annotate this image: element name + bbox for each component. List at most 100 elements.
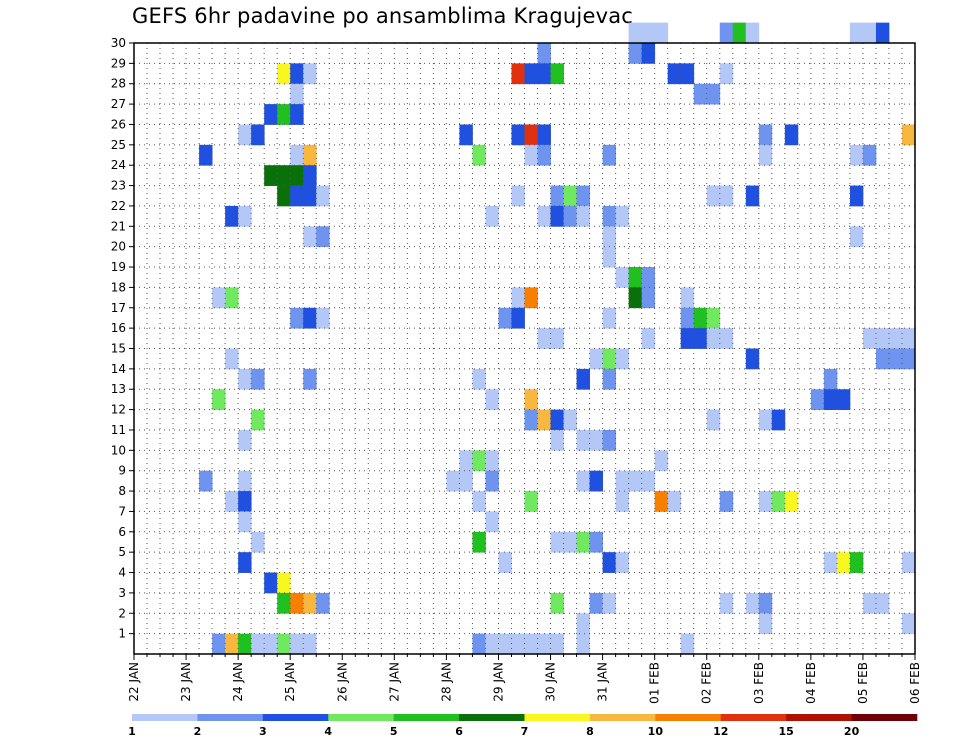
heatmap-cell	[589, 470, 603, 492]
heatmap-cell	[654, 22, 669, 44]
heatmap-cell	[550, 409, 564, 431]
heatmap-cell	[563, 205, 577, 227]
heatmap-cell	[251, 409, 265, 431]
legend-label: 2	[194, 725, 202, 738]
heatmap-cell	[303, 368, 317, 390]
heatmap-cell	[901, 348, 916, 370]
heatmap-cell	[290, 144, 304, 166]
heatmap-cell	[849, 552, 864, 573]
x-tick-label: 29 JAN	[491, 662, 505, 702]
heatmap-cell	[823, 368, 838, 390]
heatmap-cell	[693, 307, 708, 329]
heatmap-cell	[602, 246, 617, 268]
heatmap-cell	[862, 328, 877, 349]
heatmap-cell	[680, 307, 695, 329]
heatmap-cell	[550, 185, 564, 207]
heatmap-cell	[537, 124, 551, 146]
legend-swatch	[589, 714, 656, 721]
heatmap-cell	[875, 328, 890, 349]
heatmap-cell	[602, 552, 617, 573]
legend-swatch	[655, 714, 722, 721]
x-tick-label: 03 FEB	[752, 662, 766, 704]
y-tick-label: 20	[111, 240, 126, 254]
heatmap-cell	[719, 63, 734, 85]
heatmap-cell	[667, 491, 682, 512]
y-tick-label: 27	[111, 97, 126, 111]
heatmap-cell	[238, 429, 252, 451]
heatmap-cell	[472, 531, 486, 553]
heatmap-cell	[277, 572, 291, 594]
y-tick-label: 14	[111, 362, 126, 376]
heatmap-cell	[576, 633, 590, 655]
heatmap-cell	[303, 144, 317, 166]
legend-label: 6	[455, 725, 463, 738]
heatmap-cell	[563, 409, 577, 431]
legend-swatch	[459, 714, 525, 721]
heatmap-cell	[498, 552, 512, 573]
heatmap-cell	[225, 205, 239, 227]
heatmap-cell	[251, 124, 265, 146]
heatmap-cell	[238, 633, 252, 655]
heatmap-cell	[511, 63, 525, 85]
heatmap-cell	[316, 592, 330, 614]
heatmap-cell	[849, 22, 864, 44]
y-tick-label: 11	[111, 423, 126, 437]
heatmap-cell	[264, 165, 278, 186]
heatmap-cell	[589, 348, 603, 370]
legend-label: 10	[648, 725, 664, 738]
heatmap-cells	[199, 22, 916, 655]
heatmap-cell	[303, 307, 317, 329]
heatmap-cell	[641, 470, 656, 492]
legend: 1 2 3 4 5 6 7 8 10 12 15 20	[128, 714, 918, 738]
heatmap-cell	[745, 348, 760, 370]
heatmap-cell	[511, 124, 525, 146]
heatmap-cell	[862, 144, 877, 166]
heatmap-cell	[680, 633, 695, 655]
heatmap-cell	[459, 470, 473, 492]
heatmap-cell	[264, 633, 278, 655]
x-tick-label: 02 FEB	[700, 662, 714, 704]
x-tick-label: 28 JAN	[439, 662, 453, 702]
heatmap-cell	[212, 287, 226, 309]
heatmap-cell	[550, 592, 564, 614]
x-tick-label: 04 FEB	[804, 662, 818, 704]
heatmap-cell	[758, 613, 773, 635]
heatmap-cell	[602, 429, 617, 451]
heatmap-cell	[524, 124, 538, 146]
heatmap-cell	[303, 63, 317, 85]
heatmap-cell	[303, 226, 317, 248]
heatmap-cell	[706, 185, 721, 207]
heatmap-cell	[550, 429, 564, 451]
heatmap-cell	[277, 104, 291, 125]
heatmap-cell	[576, 470, 590, 492]
heatmap-cell	[264, 572, 278, 594]
heatmap-cell	[667, 63, 682, 85]
heatmap-cell	[524, 63, 538, 85]
heatmap-cell	[524, 491, 538, 512]
heatmap-cell	[264, 104, 278, 125]
heatmap-cell	[615, 267, 630, 288]
legend-label: 15	[779, 725, 794, 738]
axes: 1234567891011121314151617181920212223242…	[111, 36, 922, 704]
legend-label: 8	[586, 725, 594, 738]
heatmap-cell	[888, 328, 903, 349]
heatmap-cell	[290, 185, 304, 207]
heatmap-cell	[511, 185, 525, 207]
heatmap-cell	[745, 592, 760, 614]
heatmap-cell	[602, 307, 617, 329]
heatmap-cell	[199, 470, 213, 492]
legend-swatch	[328, 714, 394, 721]
heatmap-cell	[303, 633, 317, 655]
legend-swatch	[393, 714, 460, 721]
heatmap-cell	[888, 348, 903, 370]
heatmap-cell	[706, 409, 721, 431]
heatmap-cell	[576, 185, 590, 207]
heatmap-cell	[875, 22, 890, 44]
heatmap-cell	[537, 205, 551, 227]
y-tick-label: 10	[111, 443, 126, 457]
legend-label: 20	[844, 725, 860, 738]
heatmap-cell	[550, 633, 564, 655]
heatmap-cell	[472, 491, 486, 512]
heatmap-cell	[472, 144, 486, 166]
heatmap-cell	[641, 43, 656, 64]
